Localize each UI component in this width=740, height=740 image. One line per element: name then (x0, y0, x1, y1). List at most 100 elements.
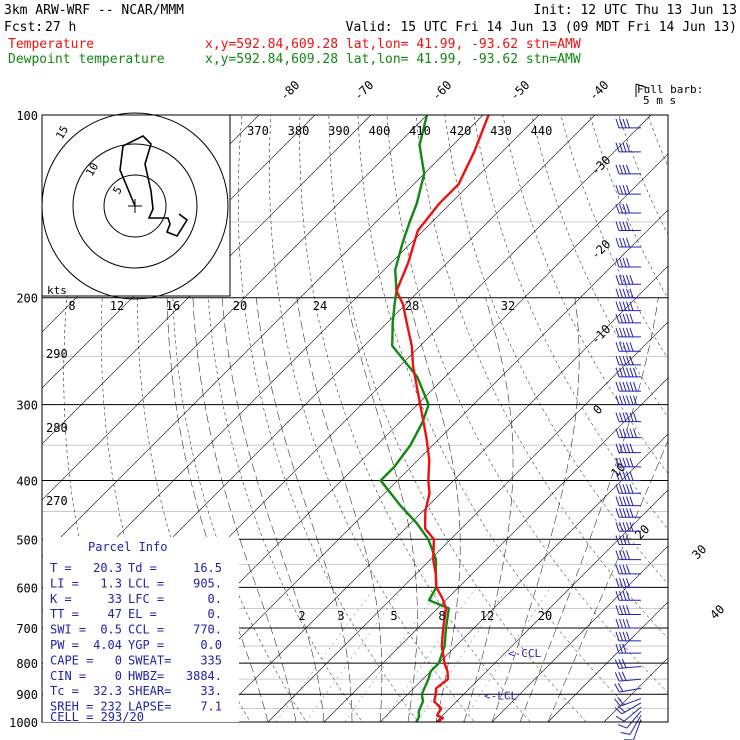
wind-barb (615, 257, 641, 268)
pressure-tick-label: 800 (16, 657, 38, 671)
wind-barb (615, 706, 642, 722)
wind-barb (615, 221, 641, 232)
parcel-info-field: 33 (108, 592, 122, 606)
pressure-tick-label: 900 (16, 688, 38, 702)
parcel-info-field: SWI = (50, 623, 86, 637)
wind-barb (615, 428, 641, 439)
isotherm-label: -80 (277, 78, 302, 103)
wind-barb (614, 702, 642, 715)
pressure-tick-label: 300 (16, 399, 38, 413)
parcel-info-field: SREH = (50, 700, 93, 714)
moist-adiabat-line (519, 297, 659, 722)
hodograph-speed-label: 16 (166, 299, 180, 313)
hodograph-speed-label: 8 (68, 299, 75, 313)
parcel-info-field: 232 (100, 700, 122, 714)
mixing-ratio-label: 8 (438, 609, 445, 623)
hodograph-units-label: kts (47, 284, 67, 297)
isotherm-line (547, 601, 668, 722)
hodograph-speed-label: 24 (313, 299, 327, 313)
wind-barb (614, 697, 642, 707)
dry-adiabat-line (677, 115, 740, 735)
parcel-info-field: 0 (115, 669, 122, 683)
hodograph-ring-label: 15 (53, 124, 71, 142)
isotherm-line (42, 115, 428, 501)
wind-barb (615, 484, 641, 494)
valid-time: Valid: 15 UTC Fri 14 Jun 13 (09 MDT Fri … (346, 20, 737, 35)
parcel-info-field: 0. (208, 607, 222, 621)
parcel-info-field: SWEAT= (128, 653, 171, 667)
parcel-info-box (43, 537, 239, 722)
diagram-grid (42, 115, 740, 735)
wind-barb (615, 618, 641, 629)
parcel-info-field: 16.5 (193, 561, 222, 575)
mixing-ratio-label: 5 (390, 609, 397, 623)
theta-e-label: 430 (490, 124, 512, 138)
mixing-ratio-label: 2 (298, 609, 305, 623)
isotherm-label: -60 (429, 78, 454, 103)
pressure-tick-label: 400 (16, 474, 38, 488)
wind-barb (614, 671, 642, 682)
dry-adiabat-line (357, 115, 643, 722)
dry-adiabat-line (706, 115, 740, 735)
dry-adiabat-line (328, 115, 587, 722)
theta-e-label: 400 (369, 124, 391, 138)
dry-adiabat-line (618, 115, 668, 236)
parcel-info-field: LAPSE= (128, 700, 171, 714)
parcel-info-field: TT = (50, 607, 79, 621)
wind-barb (615, 313, 641, 324)
parcel-info-field: 33. (200, 684, 222, 698)
mixing-ratio-label: 3 (337, 609, 344, 623)
parcel-info-field: 47 (108, 607, 122, 621)
mixing-ratio-label: 12 (480, 609, 494, 623)
parcel-info-field: 905. (193, 576, 222, 590)
dry-adiabat-label: 270 (46, 494, 68, 508)
dry-adiabat-line (237, 115, 419, 722)
dry-adiabat-label: 280 (46, 421, 68, 435)
isotherm-line (42, 115, 484, 557)
parcel-info-field: 7.1 (200, 700, 222, 714)
wind-barb (615, 184, 641, 195)
theta-e-label: 390 (328, 124, 350, 138)
wind-barb (615, 471, 641, 481)
theta-e-label: 420 (450, 124, 472, 138)
parcel-info-field: Td = (128, 561, 157, 575)
wind-barb (620, 715, 642, 735)
isotherm-line (155, 209, 668, 722)
parcel-info-field: 3884. (186, 669, 222, 683)
dry-adiabat-line (735, 115, 740, 735)
moist-adiabat-line (296, 297, 383, 722)
mixing-ratio-line (462, 587, 552, 722)
parcel-info-field: 0 (115, 653, 122, 667)
pressure-tick-label: 600 (16, 581, 38, 595)
dry-adiabat-label: 290 (46, 347, 68, 361)
moist-adiabat-line (547, 439, 668, 722)
moist-adiabat-line (166, 297, 269, 722)
hodograph-speed-label: 28 (405, 299, 419, 313)
dry-adiabat-line (531, 115, 668, 418)
dry-adiabat-line (647, 115, 668, 168)
wind-barb (615, 203, 641, 214)
parcel-level-marker: <-LCL (484, 690, 517, 703)
isotherm-label: -40 (586, 78, 611, 103)
isotherm-label: -10 (588, 322, 613, 347)
wind-barb (615, 355, 641, 366)
theta-e-label: 370 (247, 124, 269, 138)
wind-barb (615, 522, 641, 532)
dry-adiabat-line (444, 115, 668, 585)
isotherm-line (435, 489, 668, 722)
forecast-hour: 27 h (45, 20, 76, 35)
parcel-info-field: LFC = (128, 592, 164, 606)
parcel-info-field: 20.3 (93, 561, 122, 575)
parcel-info-field: SHEAR= (128, 684, 171, 698)
barb-legend-line-1: Full barb: (637, 83, 703, 96)
wind-barb (615, 564, 641, 575)
isotherm-label: 30 (689, 542, 709, 562)
hodograph-speed-label: 20 (233, 299, 247, 313)
parcel-info-field: K = (50, 592, 72, 606)
isotherm-line (42, 115, 372, 445)
parcel-info-field: LCL = (128, 576, 164, 590)
hodograph-ring (103, 174, 167, 238)
hodograph-speed-label: 12 (110, 299, 124, 313)
parcel-level-marker: <-CCL (508, 647, 541, 660)
